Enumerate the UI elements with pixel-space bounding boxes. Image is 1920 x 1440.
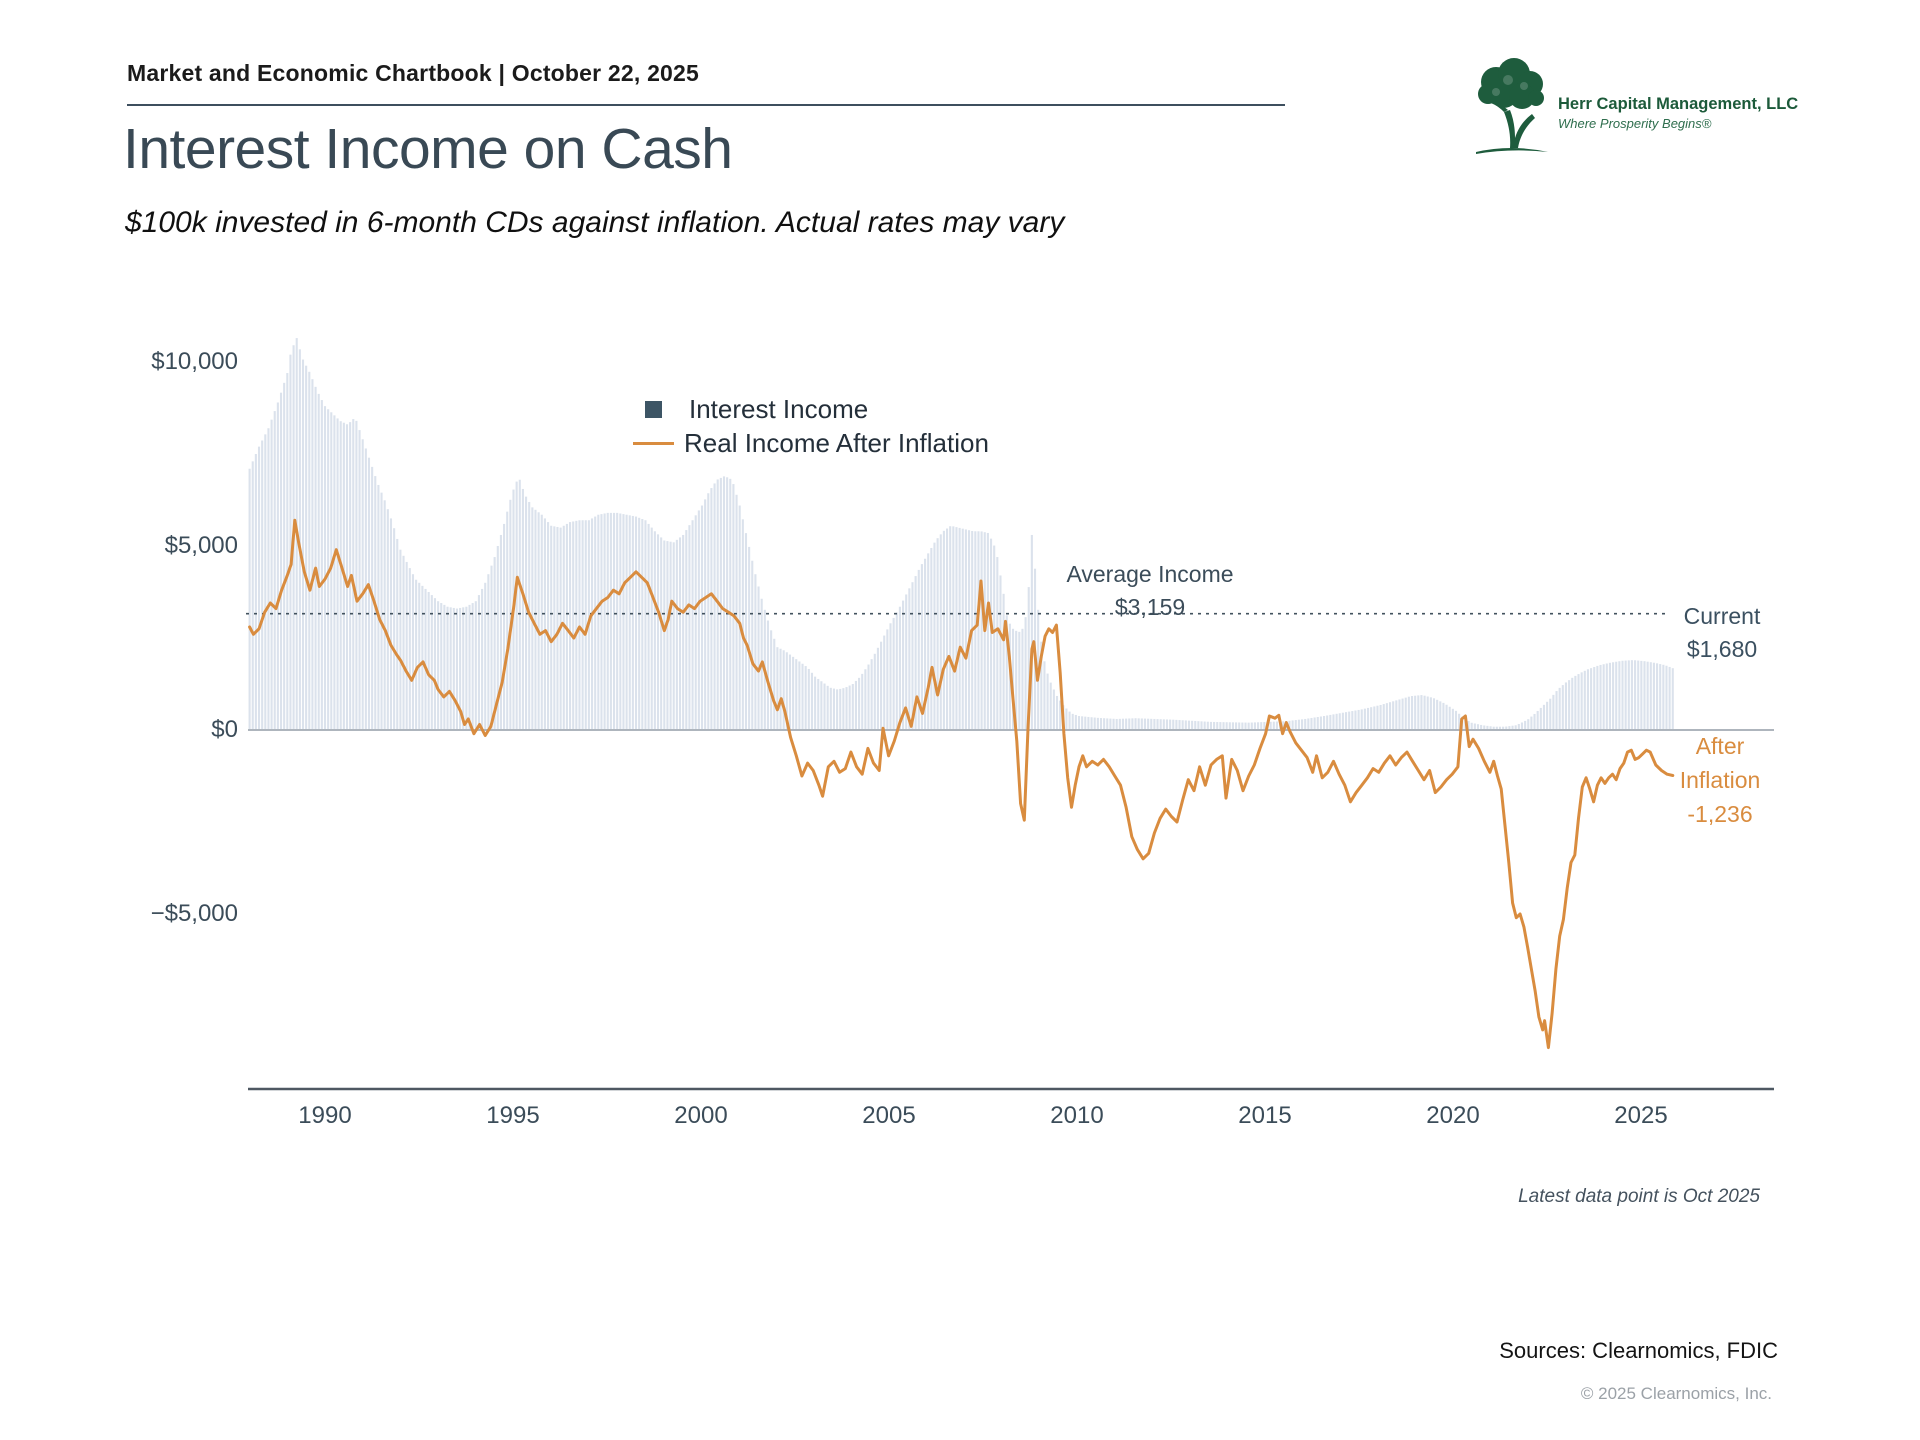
sources-text: Sources: Clearnomics, FDIC xyxy=(1499,1338,1778,1363)
latest-data-footnote: Latest data point is Oct 2025 xyxy=(1518,1186,1760,1207)
real-income-line xyxy=(248,518,1675,1050)
interest-income-swatch-icon xyxy=(645,400,662,418)
x-tick-2025: 2025 xyxy=(1614,1102,1668,1129)
logo-text: Herr Capital Management, LLC Where Prosp… xyxy=(1558,94,1798,134)
chart-legend: Interest Income Real Income After Inflat… xyxy=(633,392,989,460)
herr-capital-tree-logo-icon xyxy=(1476,58,1548,154)
real-income-swatch-icon xyxy=(633,441,674,445)
current-label: Current xyxy=(1683,603,1761,629)
legend-label-real-income: Real Income After Inflation xyxy=(684,427,989,458)
page-title: Interest Income on Cash xyxy=(123,117,733,181)
legend-label-interest-income: Interest Income xyxy=(689,393,869,424)
x-tick-2000: 2000 xyxy=(674,1102,728,1129)
legend-item-interest-income: Interest Income xyxy=(633,392,989,426)
x-tick-2010: 2010 xyxy=(1050,1102,1104,1129)
current-annotation: Current $1,680 xyxy=(1648,600,1796,666)
x-tick-2015: 2015 xyxy=(1238,1102,1292,1129)
after-inflation-value: -1,236 xyxy=(1687,801,1753,827)
y-tick-5000: $5,000 xyxy=(164,532,238,559)
header-divider xyxy=(127,104,1285,106)
interest-income-area xyxy=(248,338,1674,730)
x-tick-1995: 1995 xyxy=(486,1102,540,1129)
average-income-value: $3,159 xyxy=(1114,594,1186,620)
logo-company-name: Herr Capital Management, LLC xyxy=(1558,95,1799,113)
average-income-annotation: Average Income $3,159 xyxy=(1030,558,1270,624)
y-tick-10000: $10,000 xyxy=(151,348,238,375)
legend-item-real-income: Real Income After Inflation xyxy=(633,426,989,460)
average-income-label: Average Income xyxy=(1066,561,1234,587)
y-tick-0: $0 xyxy=(211,716,238,743)
after-inflation-annotation: After Inflation -1,236 xyxy=(1650,729,1790,831)
logo-tagline: Where Prosperity Begins® xyxy=(1558,116,1712,131)
after-inflation-label-2: Inflation xyxy=(1679,767,1761,793)
current-value: $1,680 xyxy=(1686,636,1758,662)
copyright-text: © 2025 Clearnomics, Inc. xyxy=(1580,1384,1772,1403)
y-tick-neg5000: −$5,000 xyxy=(150,900,238,927)
chartbook-header: Market and Economic Chartbook | October … xyxy=(127,60,700,86)
after-inflation-label-1: After xyxy=(1695,733,1745,759)
x-tick-2020: 2020 xyxy=(1426,1102,1480,1129)
page-subtitle: $100k invested in 6-month CDs against in… xyxy=(125,206,1065,239)
x-tick-2005: 2005 xyxy=(862,1102,916,1129)
x-tick-1990: 1990 xyxy=(298,1102,352,1129)
